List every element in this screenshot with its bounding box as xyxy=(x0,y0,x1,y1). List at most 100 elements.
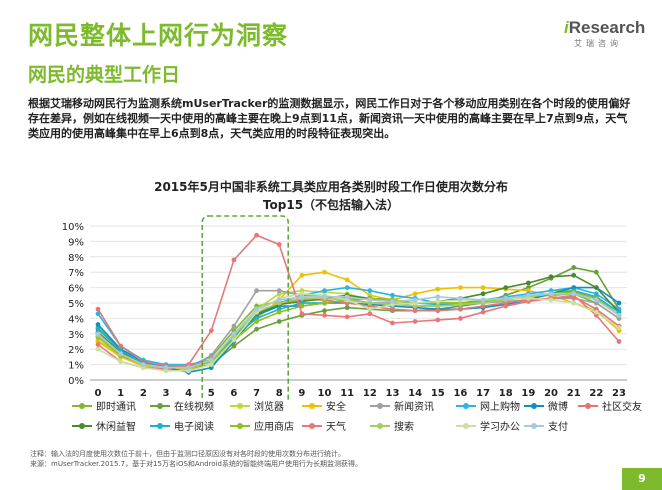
y-tick-label: 1% xyxy=(68,361,84,372)
legend-marker xyxy=(463,402,469,409)
data-point xyxy=(208,357,214,363)
legend-item: 网上购物 xyxy=(456,398,520,413)
data-point xyxy=(548,291,554,297)
data-point xyxy=(480,297,486,303)
data-point xyxy=(548,297,554,303)
data-point xyxy=(435,317,441,323)
data-point xyxy=(208,328,214,334)
data-point xyxy=(616,325,622,331)
legend-item: 电子阅读 xyxy=(150,418,214,433)
data-point xyxy=(254,232,259,238)
x-tick-label: 10 xyxy=(318,388,332,399)
data-point xyxy=(593,269,599,275)
data-point xyxy=(390,306,395,312)
data-point xyxy=(95,326,101,332)
data-point xyxy=(412,308,418,314)
legend-marker xyxy=(237,422,243,429)
y-tick-label: 10% xyxy=(62,222,84,233)
legend-marker xyxy=(463,422,469,429)
legend-label: 支付 xyxy=(548,422,568,433)
data-point xyxy=(458,306,463,312)
data-point xyxy=(593,285,599,290)
legend-label: 学习办公 xyxy=(480,422,520,433)
x-tick-label: 13 xyxy=(386,388,400,399)
data-point xyxy=(276,288,282,294)
legend-label: 社区交友 xyxy=(602,402,642,413)
logo-sub-text: 艾瑞咨询 xyxy=(574,39,622,48)
x-tick-label: 18 xyxy=(499,388,513,399)
y-tick-label: 7% xyxy=(68,268,84,279)
data-point xyxy=(412,291,418,297)
data-point xyxy=(593,309,599,315)
data-point xyxy=(458,316,463,321)
legend-item: 天气 xyxy=(302,418,346,433)
legend-marker xyxy=(79,422,85,429)
legend-label: 微博 xyxy=(548,402,568,413)
data-point xyxy=(616,312,622,318)
x-tick-label: 12 xyxy=(363,388,377,399)
data-point xyxy=(548,274,554,280)
data-point xyxy=(344,294,350,300)
legend-swatch xyxy=(302,422,322,429)
legend-swatch xyxy=(72,402,92,409)
legend-label: 搜索 xyxy=(394,422,414,433)
data-point xyxy=(571,300,577,306)
description-text: 根据艾瑞移动网民行为监测系统mUserTracker的监测数据显示，网民工作日对… xyxy=(28,97,631,140)
data-point xyxy=(435,299,441,304)
data-point xyxy=(118,343,124,349)
data-point xyxy=(299,272,305,278)
data-point xyxy=(118,359,124,364)
data-point xyxy=(276,297,282,303)
y-tick-label: 9% xyxy=(68,237,84,248)
x-tick-label: 14 xyxy=(408,388,422,399)
line-chart: 0%1%2%3%4%5%6%7%8%9%10%0 1 2 3 4 5 6 7 8 9 10 11 12 1… xyxy=(62,215,627,400)
data-point xyxy=(299,303,305,309)
x-tick-label: 4 xyxy=(185,388,192,399)
legend-marker xyxy=(585,402,591,409)
logo-main-text: Research xyxy=(568,18,646,37)
x-tick-label: 23 xyxy=(612,388,626,399)
data-point xyxy=(231,323,237,329)
legend-swatch xyxy=(524,422,544,429)
x-tick-label: 15 xyxy=(431,388,445,399)
data-point xyxy=(435,308,441,314)
x-tick-label: 3 xyxy=(162,388,169,399)
data-point xyxy=(322,288,327,294)
data-point xyxy=(276,309,282,315)
x-tick-label: 21 xyxy=(567,388,581,399)
data-point xyxy=(344,277,350,283)
legend-item: 社区交友 xyxy=(578,398,642,413)
iresearch-logo: iResearch 艾瑞咨询 xyxy=(564,18,646,58)
data-point xyxy=(435,286,441,292)
x-tick-label: 9 xyxy=(298,388,305,399)
legend-label: 天气 xyxy=(326,422,346,433)
legend-item: 应用商店 xyxy=(230,418,294,433)
chart-title: 2015年5月中国非系统工具类应用各类别时段工作日使用次数分布 xyxy=(154,180,508,194)
data-point xyxy=(95,342,101,347)
data-point xyxy=(390,320,395,326)
legend-swatch xyxy=(370,402,390,409)
data-point xyxy=(118,351,124,357)
footer-notes: 注释：输入法的月度使用次数位于前十，但由于监测口径原因没有对各时段的使用次数分布… xyxy=(30,449,362,469)
legend-label: 即时通讯 xyxy=(96,402,136,413)
legend-label: 浏览器 xyxy=(254,402,284,413)
x-tick-label: 17 xyxy=(476,388,490,399)
legend-marker xyxy=(79,402,85,409)
series-line xyxy=(97,271,620,371)
legend-label: 应用商店 xyxy=(254,422,294,433)
data-point xyxy=(367,288,373,294)
legend-swatch xyxy=(456,422,476,429)
data-point xyxy=(208,362,214,367)
data-point xyxy=(458,302,463,307)
legend-item: 休闲益智 xyxy=(72,418,136,433)
data-point xyxy=(390,299,395,304)
page-subtitle: 网民的典型工作日 xyxy=(28,64,181,86)
data-point xyxy=(367,297,373,303)
data-point xyxy=(503,295,509,301)
legend-swatch xyxy=(150,422,170,429)
data-point xyxy=(480,285,486,290)
legend-item: 在线视频 xyxy=(150,398,214,413)
data-point xyxy=(208,352,214,358)
page-title: 网民整体上网行为洞察 xyxy=(28,21,289,50)
chart-subtitle: Top15（不包括输入法） xyxy=(262,198,400,212)
